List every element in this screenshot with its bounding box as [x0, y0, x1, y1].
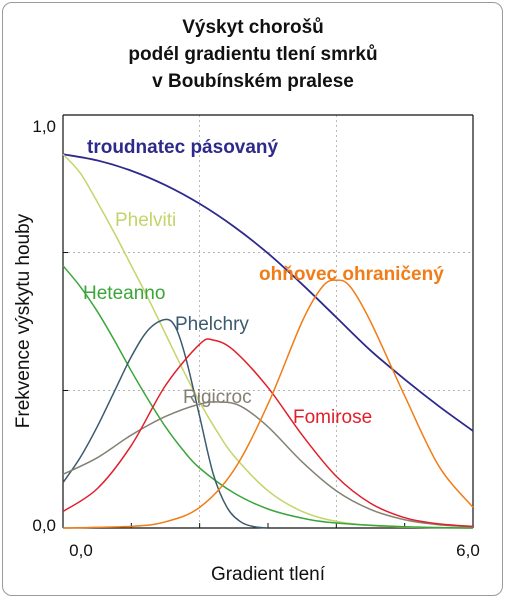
series-label-fomirose: Fomirose	[293, 407, 372, 428]
series-label-troudnatec: troudnatec pásovaný	[87, 137, 279, 158]
chart-title: Výskyt chorošů podél gradientu tlení smr…	[128, 17, 377, 92]
x-tick-label-max: 6,0	[456, 541, 480, 560]
x-tick-label-min: 0,0	[69, 541, 93, 560]
series-labels: troudnatec pásovaný Phelviti Heteanno Ph…	[83, 137, 444, 428]
chart-canvas: Výskyt chorošů podél gradientu tlení smr…	[13, 17, 480, 585]
chart-title-line-2: podél gradientu tlení smrků	[128, 44, 377, 65]
chart-title-line-1: Výskyt chorošů	[182, 17, 324, 38]
chart-title-line-3: v Boubínském pralese	[152, 71, 354, 92]
series-label-heteanno: Heteanno	[83, 283, 165, 304]
chart-frame: Výskyt chorošů podél gradientu tlení smr…	[2, 2, 503, 596]
series-line-3	[62, 265, 474, 529]
series-label-phelchry: Phelchry	[175, 314, 249, 335]
grid	[63, 115, 473, 528]
series-line-1	[62, 153, 474, 432]
axes	[62, 114, 474, 529]
series-line-7	[62, 279, 474, 529]
y-axis-label: Frekvence výskytu houby	[13, 213, 34, 428]
series-label-rigicroc: Rigicroc	[183, 387, 252, 408]
y-tick-label-max: 1,0	[32, 117, 56, 136]
x-axis-label: Gradient tlení	[211, 564, 326, 585]
series-line-6	[62, 338, 474, 528]
series-label-phelviti: Phelviti	[115, 210, 176, 231]
axis-ticks: 1,0 0,0 0,0 6,0	[32, 114, 480, 560]
series-line-5	[62, 401, 474, 528]
series-line-4	[62, 318, 269, 529]
series-label-ohnovec: ohňovec ohraničený	[259, 264, 444, 285]
y-tick-label-min: 0,0	[32, 516, 56, 535]
series-lines	[62, 153, 474, 529]
